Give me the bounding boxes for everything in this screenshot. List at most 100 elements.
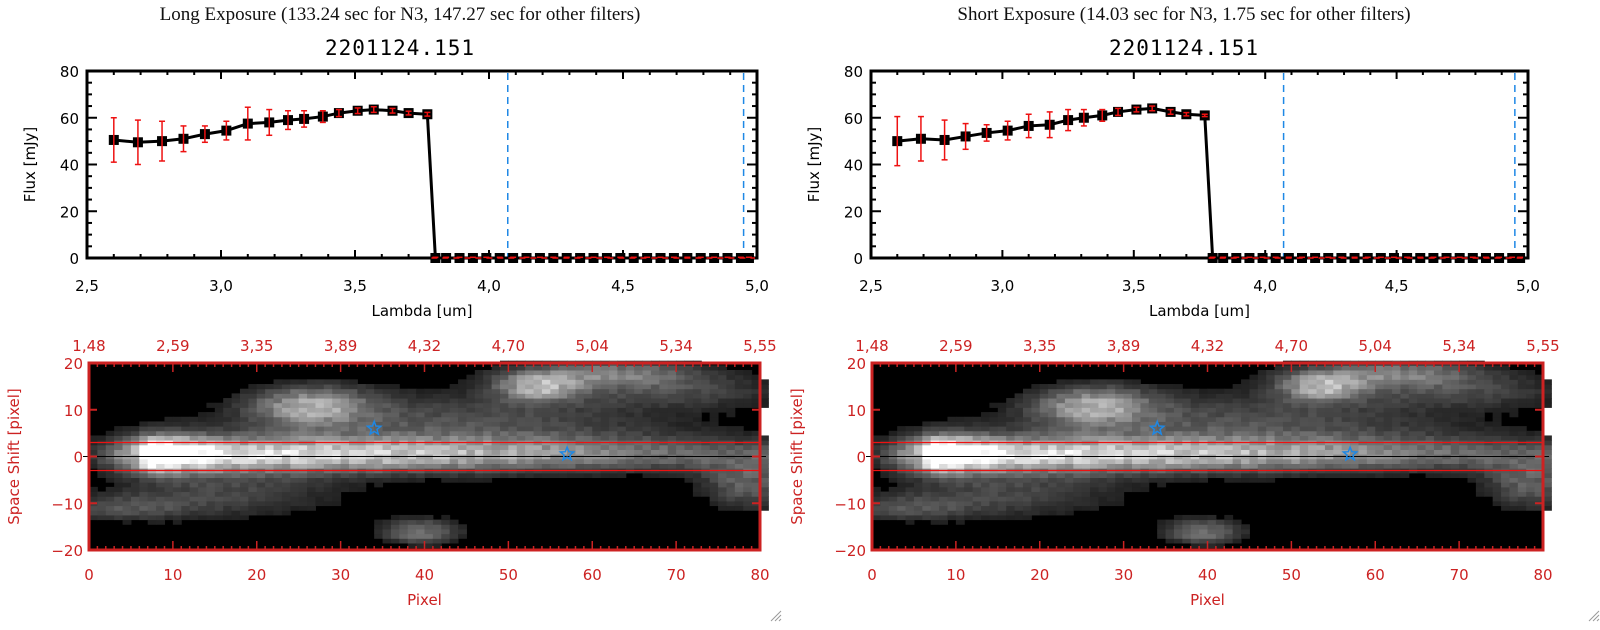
image-pixel <box>323 449 333 455</box>
image-pixel <box>424 412 434 418</box>
image-pixel <box>897 435 907 441</box>
image-pixel <box>349 430 358 436</box>
image-pixel <box>382 528 392 535</box>
image-pixel <box>997 412 1007 418</box>
image-pixel <box>147 477 157 483</box>
image-pixel <box>550 398 560 404</box>
image-pixel <box>625 398 635 404</box>
image-pixel <box>1350 416 1359 422</box>
image-pixel <box>1484 458 1494 464</box>
image-pixel <box>1073 463 1083 469</box>
image-pixel <box>1442 472 1452 479</box>
space-shift-axis-label: Space Shift [pixel] <box>5 388 23 525</box>
image-pixel <box>206 505 216 511</box>
image-pixel <box>1190 538 1200 544</box>
image-pixel <box>609 388 618 394</box>
image-pixel <box>575 463 585 469</box>
image-pixel <box>709 458 719 464</box>
image-pixel <box>1165 384 1175 390</box>
image-pixel <box>449 412 459 418</box>
image-pixel <box>880 435 890 441</box>
image-pixel <box>905 477 915 483</box>
image-pixel <box>897 444 907 450</box>
image-pixel <box>1517 388 1527 394</box>
image-pixel <box>751 458 761 464</box>
image-pixel <box>1308 444 1318 450</box>
image-pixel <box>273 416 283 422</box>
image-pixel <box>617 444 627 450</box>
image-pixel <box>1375 365 1385 371</box>
image-pixel <box>1106 407 1116 413</box>
image-pixel <box>930 426 940 432</box>
image-pixel <box>1333 430 1343 436</box>
image-pixel <box>516 426 526 432</box>
image-pixel <box>1450 407 1460 413</box>
image-pixel <box>558 407 568 413</box>
image-pixel <box>964 491 974 497</box>
image-pixel <box>726 477 736 483</box>
image-pixel <box>1417 370 1427 376</box>
image-pixel <box>1408 365 1418 371</box>
image-pixel <box>1517 426 1527 432</box>
image-pixel <box>1266 458 1276 464</box>
image-pixel <box>667 458 677 464</box>
image-pixel <box>298 449 308 455</box>
image-pixel <box>1157 472 1167 479</box>
image-pixel <box>634 388 644 394</box>
image-pixel <box>1475 388 1485 394</box>
image-pixel <box>1157 463 1167 469</box>
image-pixel <box>407 426 417 432</box>
image-pixel <box>1090 416 1099 422</box>
image-pixel <box>1383 426 1393 432</box>
image-pixel <box>575 374 585 380</box>
image-pixel <box>122 491 132 497</box>
image-pixel <box>122 482 132 488</box>
resize-grip-icon[interactable] <box>1586 608 1600 622</box>
image-pixel <box>1106 458 1116 464</box>
image-pixel <box>1299 458 1309 464</box>
image-pixel <box>349 379 358 385</box>
image-pixel <box>718 379 727 385</box>
image-pixel <box>1501 463 1510 469</box>
image-pixel <box>1274 421 1284 427</box>
image-pixel <box>1392 370 1401 376</box>
image-pixel <box>701 491 711 497</box>
image-pixel <box>1358 430 1368 436</box>
image-pixel <box>432 538 442 544</box>
image-pixel <box>1056 426 1066 432</box>
image-pixel <box>248 444 258 450</box>
image-pixel <box>214 416 224 422</box>
image-pixel <box>897 449 907 455</box>
pixel-tick-label: 70 <box>667 566 686 584</box>
image-pixel <box>1123 398 1133 404</box>
image-pixel <box>441 393 451 399</box>
image-pixel <box>1400 388 1410 394</box>
image-pixel <box>1090 444 1099 450</box>
image-pixel <box>105 514 115 521</box>
image-pixel <box>1526 491 1536 497</box>
image-pixel <box>913 482 923 488</box>
image-pixel <box>340 384 350 390</box>
image-pixel <box>248 435 258 441</box>
image-pixel <box>541 407 551 413</box>
image-pixel <box>1090 398 1099 404</box>
image-pixel <box>1341 402 1351 408</box>
image-pixel <box>483 472 493 479</box>
image-pixel <box>600 421 610 427</box>
image-pixel <box>365 444 375 450</box>
image-pixel <box>298 384 308 390</box>
image-pixel <box>1048 393 1058 399</box>
image-pixel <box>567 463 576 469</box>
image-pixel <box>416 519 425 525</box>
image-pixel <box>1115 435 1125 441</box>
image-pixel <box>1073 412 1083 418</box>
resize-grip-icon[interactable] <box>768 608 782 622</box>
image-pixel <box>1232 519 1242 525</box>
image-pixel <box>399 402 409 408</box>
image-pixel <box>1081 486 1091 493</box>
image-pixel <box>1014 421 1024 427</box>
image-pixel <box>256 458 266 464</box>
image-pixel <box>1417 393 1427 399</box>
image-pixel <box>1517 393 1527 399</box>
x-tick-label: 5,0 <box>1516 277 1540 295</box>
